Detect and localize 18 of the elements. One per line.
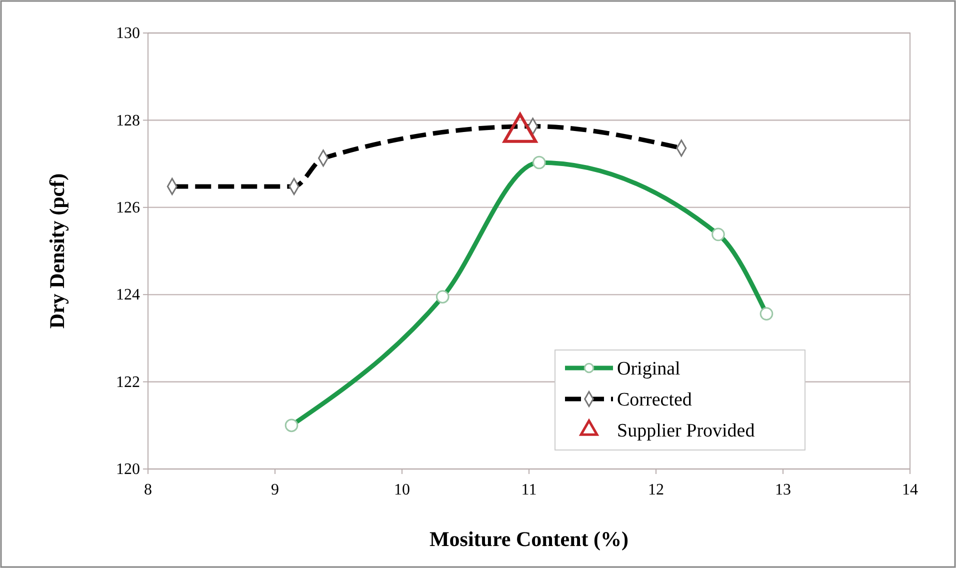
- x-tick-label: 9: [271, 482, 279, 499]
- x-axis-title: Mositure Content (%): [429, 527, 629, 551]
- y-tick-label: 130: [116, 25, 140, 42]
- x-tick-label: 10: [394, 482, 410, 499]
- y-tick-label: 120: [116, 461, 140, 478]
- x-tick-label: 14: [902, 482, 918, 499]
- x-tick-label: 13: [775, 482, 791, 499]
- x-tick-label: 11: [521, 482, 537, 499]
- x-tick-label: 8: [144, 482, 152, 499]
- y-axis-title: Dry Density (pcf): [45, 173, 69, 329]
- y-tick-label: 124: [116, 286, 140, 304]
- y-tick-label: 128: [116, 112, 140, 130]
- legend-label: Original: [617, 358, 680, 380]
- y-tick-label: 122: [116, 374, 140, 391]
- legend-label: Corrected: [617, 390, 692, 411]
- legend-label: Supplier Provided: [617, 420, 756, 442]
- y-tick-label: 126: [116, 200, 140, 217]
- x-tick-label: 12: [648, 482, 664, 499]
